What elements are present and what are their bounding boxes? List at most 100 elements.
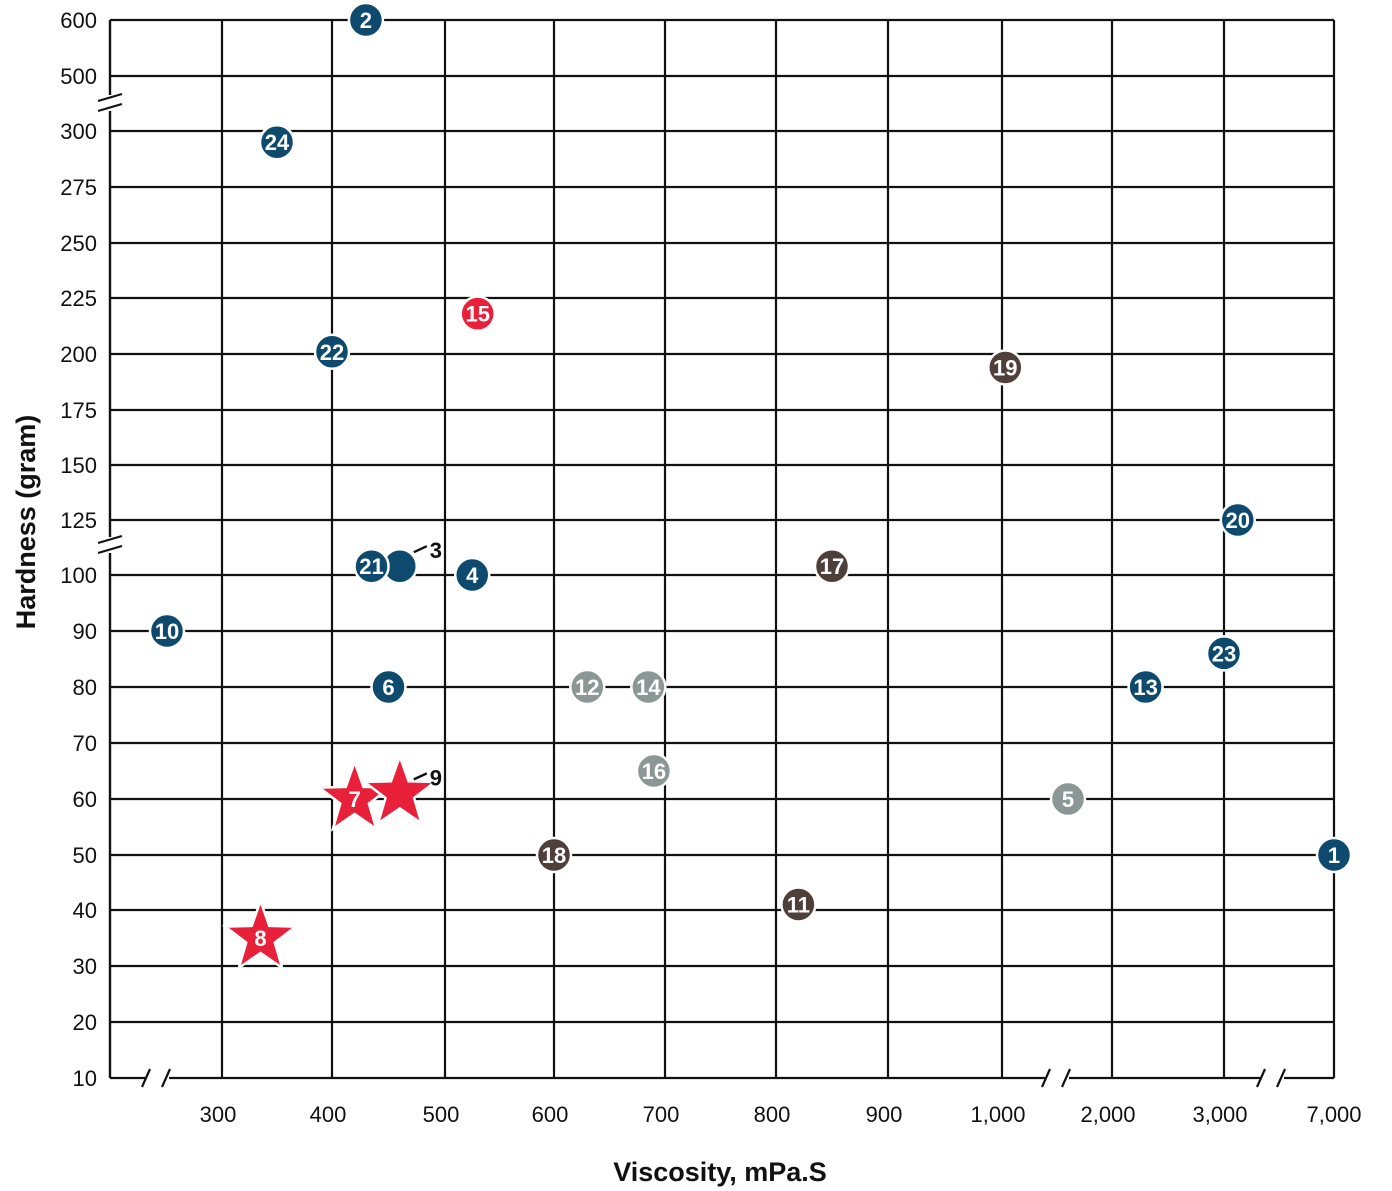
- x-break-mark: [140, 1068, 152, 1088]
- circle-marker: [1205, 635, 1243, 672]
- x-tick-labels: 300 400 500 600 700 800 900 1,000 2,000 3,000 7,00…: [200, 1102, 1362, 1127]
- point-label: 13: [1133, 675, 1157, 700]
- star-marker: [221, 897, 300, 971]
- circle-marker: [1315, 836, 1353, 874]
- point-label: 11: [787, 893, 810, 918]
- y-tick-label: 70: [73, 731, 97, 756]
- data-point-18: 18: [535, 836, 573, 874]
- data-point-21: 21: [353, 547, 390, 585]
- circle-marker: [987, 349, 1024, 386]
- x-break-mark: [1255, 1068, 1267, 1088]
- y-tick-label: 60: [73, 787, 97, 812]
- x-tick-label: 2,000: [1080, 1102, 1135, 1127]
- y-tick-label: 200: [60, 342, 97, 367]
- data-point-20: 20: [1219, 501, 1256, 539]
- data-point-6: 6: [370, 668, 407, 706]
- y-tick-label: 90: [73, 619, 97, 644]
- y-tick-label: 30: [73, 954, 97, 979]
- y-tick-label: 225: [60, 286, 97, 311]
- point-label: 16: [642, 759, 666, 784]
- point-label: 24: [265, 130, 290, 155]
- point-label: 17: [820, 554, 844, 579]
- y-tick-labels: 10 20 30 40 50 60 70 80 90 100 125 150 175 200 225 250 2…: [60, 8, 97, 1091]
- y-tick-label: 125: [60, 508, 97, 533]
- y-tick-label: 250: [60, 231, 97, 256]
- circle-marker: [148, 612, 186, 650]
- data-point-24: 24: [258, 123, 296, 161]
- point-label: 12: [575, 675, 599, 700]
- point-label: 19: [993, 355, 1017, 380]
- data-point-23: 23: [1205, 635, 1243, 672]
- point-label: 21: [359, 554, 383, 579]
- circle-marker: [347, 1, 385, 39]
- x-tick-label: 600: [532, 1102, 569, 1127]
- circle-marker: [813, 547, 851, 585]
- x-break-gap: [1260, 1072, 1284, 1084]
- point-label: 15: [465, 302, 489, 327]
- x-tick-label: 800: [754, 1102, 791, 1127]
- x-tick-label: 7,000: [1306, 1102, 1361, 1127]
- y-tick-label: 300: [60, 119, 97, 144]
- data-point-15: 15: [459, 295, 496, 332]
- circle-marker: [1219, 501, 1256, 539]
- circle-marker: [1127, 668, 1164, 706]
- x-break-mark: [1275, 1068, 1287, 1088]
- point-label: 2: [360, 8, 372, 33]
- point-label: 14: [636, 675, 661, 700]
- y-break-mark: [97, 102, 123, 113]
- data-point-3: 3: [381, 538, 442, 585]
- point-label: 5: [1062, 787, 1074, 812]
- y-tick-label: 50: [73, 843, 97, 868]
- point-label: 6: [382, 675, 394, 700]
- circle-marker: [535, 836, 573, 874]
- y-tick-label: 150: [60, 453, 97, 478]
- data-point-19: 19: [987, 349, 1024, 386]
- y-break-mark: [97, 544, 123, 555]
- point-label: 9: [430, 765, 442, 790]
- circle-marker: [1049, 780, 1087, 818]
- point-label: 7: [348, 787, 360, 812]
- data-point-10: 10: [148, 612, 186, 650]
- y-break-mark: [97, 534, 123, 545]
- data-point-16: 16: [635, 752, 673, 790]
- circle-marker: [370, 668, 407, 706]
- circle-marker: [353, 547, 390, 585]
- y-tick-label: 40: [73, 898, 97, 923]
- data-point-1: 1: [1315, 836, 1353, 874]
- x-break-gap: [1045, 1072, 1069, 1084]
- x-tick-label: 400: [310, 1102, 347, 1127]
- circle-marker: [459, 295, 496, 332]
- circle-marker: [635, 752, 673, 790]
- x-break-mark: [1060, 1068, 1072, 1088]
- x-axis-label: Viscosity, mPa.S: [613, 1157, 827, 1187]
- point-label: 23: [1212, 641, 1236, 666]
- data-point-11: 11: [780, 886, 817, 923]
- data-point-13: 13: [1127, 668, 1164, 706]
- x-break-gap: [145, 1072, 169, 1084]
- callout-line: [413, 772, 428, 781]
- y-tick-label: 500: [60, 64, 97, 89]
- data-point-14: 14: [630, 668, 667, 706]
- star-marker: [361, 752, 439, 827]
- x-tick-label: 700: [643, 1102, 680, 1127]
- y-tick-label: 275: [60, 175, 97, 200]
- circle-marker: [258, 123, 296, 161]
- point-label: 8: [254, 926, 266, 951]
- y-tick-label: 20: [73, 1010, 97, 1035]
- point-label: 22: [320, 340, 344, 365]
- point-label: 1: [1328, 843, 1340, 868]
- x-tick-label: 3,000: [1192, 1102, 1247, 1127]
- x-break-mark: [1040, 1068, 1052, 1088]
- x-tick-label: 1,000: [970, 1102, 1025, 1127]
- y-tick-label: 175: [60, 398, 97, 423]
- y-tick-label: 80: [73, 675, 97, 700]
- point-label: 3: [430, 538, 442, 563]
- grid: [108, 18, 1336, 1080]
- circle-marker: [630, 668, 667, 706]
- y-break-mark: [97, 92, 123, 103]
- data-point-8: 8: [221, 897, 300, 971]
- callout-line: [413, 545, 428, 554]
- point-label: 20: [1226, 508, 1250, 533]
